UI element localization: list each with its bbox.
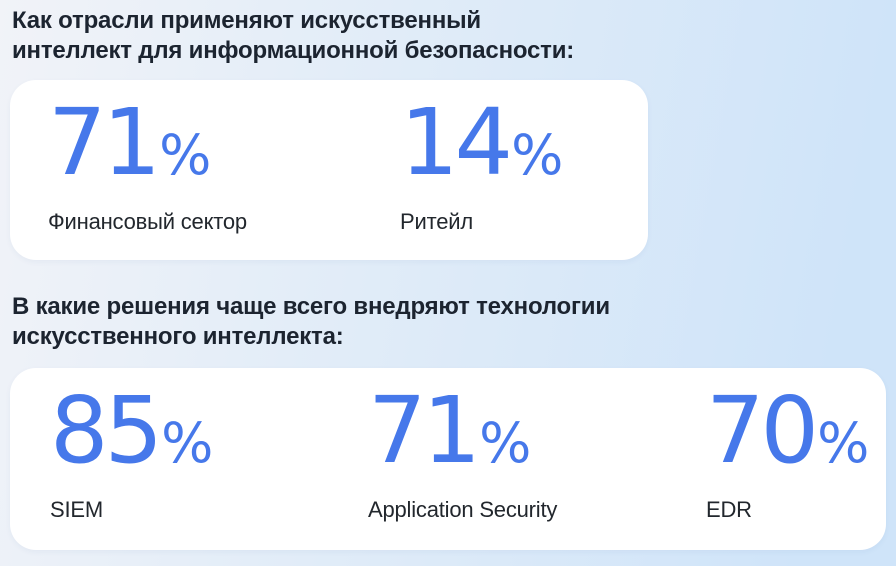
heading-line: искусственного интеллекта: <box>12 323 344 350</box>
stat-value: 70% <box>706 385 870 486</box>
stat-label: Ритейл <box>400 209 473 234</box>
stat-label: SIEM <box>50 497 103 522</box>
stat-number: 71 <box>368 377 481 484</box>
stat-value: 71% <box>368 385 706 486</box>
stat-number: 14 <box>400 89 513 196</box>
stat-number: 85 <box>50 377 163 484</box>
stat-label: Финансовый сектор <box>48 209 247 234</box>
stat-application-security: 71% Application Security <box>368 385 706 523</box>
stat-value: 71% <box>48 97 400 198</box>
percent-sign: % <box>511 123 564 187</box>
stat-label: EDR <box>706 497 752 522</box>
stat-retail: 14% Ритейл <box>400 97 564 235</box>
percent-sign: % <box>161 411 214 475</box>
percent-sign: % <box>817 411 870 475</box>
stat-financial-sector: 71% Финансовый сектор <box>48 97 400 235</box>
stat-number: 70 <box>706 377 819 484</box>
solutions-stats-card: 85% SIEM 71% Application Security 70% ED… <box>10 368 886 550</box>
percent-sign: % <box>479 411 532 475</box>
heading-line: Как отрасли применяют искусственный <box>12 7 481 34</box>
heading-line: В какие решения чаще всего внедряют техн… <box>12 293 610 320</box>
percent-sign: % <box>159 123 212 187</box>
heading-line: интеллект для информационной безопасност… <box>12 37 575 64</box>
section-industries-heading: Как отрасли применяют искусственный инте… <box>12 6 886 66</box>
stat-label: Application Security <box>368 497 558 522</box>
stat-number: 71 <box>48 89 161 196</box>
stat-edr: 70% EDR <box>706 385 870 523</box>
stat-value: 85% <box>50 385 368 486</box>
stat-value: 14% <box>400 97 564 198</box>
section-solutions-heading: В какие решения чаще всего внедряют техн… <box>12 292 886 352</box>
stat-siem: 85% SIEM <box>50 385 368 523</box>
industries-stats-card: 71% Финансовый сектор 14% Ритейл <box>10 80 648 260</box>
section-industries: Как отрасли применяют искусственный инте… <box>10 6 886 260</box>
section-solutions: В какие решения чаще всего внедряют техн… <box>10 292 886 550</box>
